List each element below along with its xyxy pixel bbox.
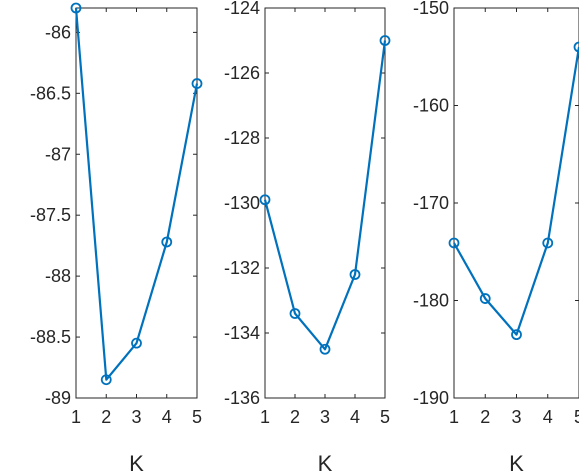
series-line [74, 7, 199, 381]
x-tick-label: 3 [131, 407, 141, 427]
y-tick-label: -128 [224, 128, 260, 148]
x-tick-label: 4 [543, 407, 553, 427]
data-point-marker [479, 293, 491, 304]
y-tick-label: -130 [224, 193, 260, 213]
x-axis-label: K [129, 451, 144, 475]
panel-k-curve-1: 1 2 3 4 5 -86 -86.5 -87 -87.5 -88 -88.5 -89 K [30, 2, 203, 475]
y-tick-label: -87.5 [30, 205, 71, 225]
x-tick-label: 2 [101, 407, 111, 427]
y-tick-label: -126 [224, 63, 260, 83]
y-tick-label: -160 [413, 96, 449, 116]
data-point-marker [70, 2, 82, 14]
data-point-marker [161, 236, 173, 248]
x-axis-label: K [509, 451, 524, 475]
plot-frame [264, 7, 386, 399]
y-tick-label: -150 [413, 0, 449, 18]
data-point-marker [259, 194, 271, 206]
y-tick-label: -87 [45, 144, 71, 164]
x-tick-label: 4 [162, 407, 172, 427]
x-tick-label: 5 [574, 407, 579, 427]
y-tick-label: -170 [413, 193, 449, 213]
x-tick-label: 1 [260, 407, 270, 427]
x-tick-label: 2 [480, 407, 490, 427]
x-tick-label: 5 [192, 407, 202, 427]
x-tick-label: 4 [350, 407, 360, 427]
data-point-marker [448, 237, 460, 249]
series-line [263, 40, 387, 351]
y-tick-label: -86 [45, 22, 71, 42]
x-axis-label: K [318, 451, 333, 475]
x-tick-label: 1 [449, 407, 459, 427]
y-tick-label: -86.5 [30, 83, 71, 103]
y-tick-label: -190 [413, 388, 449, 408]
x-tick-label: 2 [290, 407, 300, 427]
series-line [453, 46, 579, 336]
y-tick-label: -180 [413, 291, 449, 311]
panel-k-curve-2: 1 2 3 4 5 -124 -126 -128 -130 -132 -134 -136 K [224, 0, 391, 475]
data-point-marker [100, 374, 112, 386]
x-tick-label: 3 [320, 407, 330, 427]
data-point-marker [319, 343, 331, 355]
data-point-marker [573, 41, 579, 53]
data-point-marker [379, 35, 391, 46]
y-tick-label: -88.5 [30, 327, 71, 347]
y-tick-label: -124 [224, 0, 260, 18]
data-point-marker [191, 78, 203, 89]
y-tick-label: -89 [45, 388, 71, 408]
x-tick-label: 1 [71, 407, 81, 427]
data-point-marker [349, 269, 361, 280]
panel-k-curve-3: 1 2 3 4 5 -150 -160 -170 -180 -190 K [413, 0, 579, 475]
y-tick-label: -88 [45, 266, 71, 286]
x-tick-label: 5 [380, 407, 390, 427]
y-tick-label: -136 [224, 388, 260, 408]
y-tick-label: -132 [224, 258, 260, 278]
y-tick-label: -134 [224, 323, 260, 343]
data-point-marker [131, 337, 142, 349]
data-point-marker [289, 308, 301, 319]
data-point-marker [511, 329, 522, 341]
x-tick-label: 3 [511, 407, 521, 427]
data-point-marker [542, 237, 554, 249]
